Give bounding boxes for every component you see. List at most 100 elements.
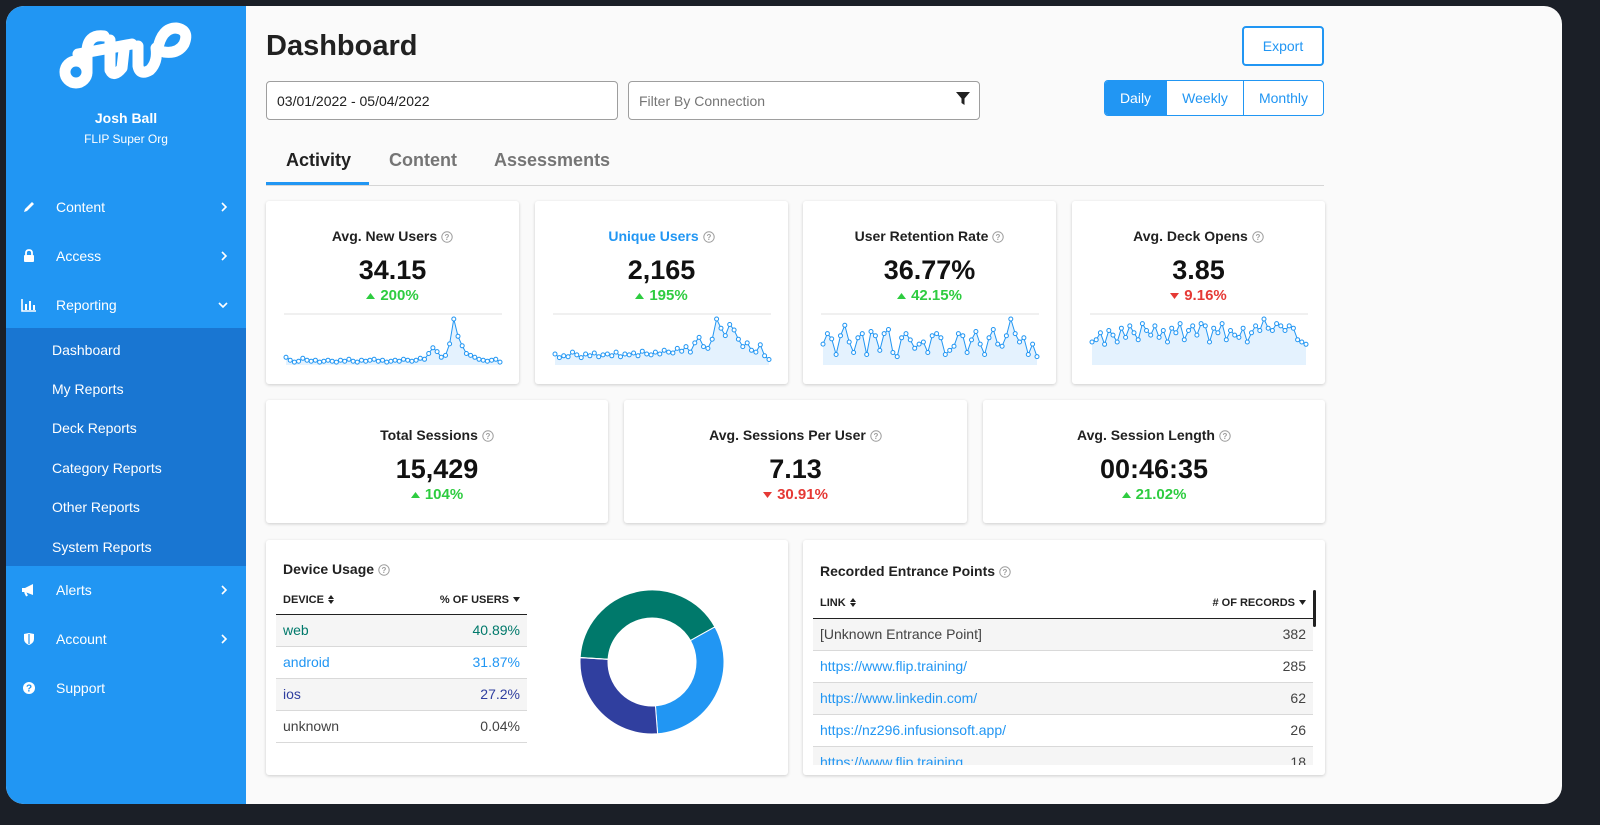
sparkline-point xyxy=(982,352,988,357)
submenu-item-dashboard[interactable]: Dashboard xyxy=(52,342,121,358)
period-monthly-button[interactable]: Monthly xyxy=(1258,90,1309,106)
column-header-device[interactable]: DEVICE xyxy=(276,586,384,615)
flip-logo xyxy=(59,22,192,89)
sparkline-point xyxy=(1219,321,1225,327)
sidebar-item-content[interactable]: Content xyxy=(6,185,246,229)
table-scrollbar[interactable] xyxy=(1313,590,1316,627)
stat-value: 2,165 xyxy=(627,255,696,285)
help-icon[interactable]: ? xyxy=(999,565,1011,581)
donut-slice-web[interactable] xyxy=(579,589,716,660)
sparkline-point xyxy=(872,333,878,339)
table-row: https://www.flip.training/285 xyxy=(813,650,1313,683)
sparkline-point xyxy=(1102,341,1108,347)
submenu-item-system-reports[interactable]: System Reports xyxy=(52,539,152,555)
sparkline-point xyxy=(1253,323,1259,329)
sparkline-point xyxy=(1236,334,1242,340)
tab-activity[interactable]: Activity xyxy=(286,150,352,170)
entrance-link[interactable]: https://www.flip.training/ xyxy=(813,650,1139,683)
donut-slice-unknown[interactable] xyxy=(579,656,609,660)
arrow-up-icon xyxy=(410,491,420,498)
period-weekly-button[interactable]: Weekly xyxy=(1167,81,1244,115)
sparkline-point xyxy=(986,335,992,341)
filter-icon[interactable] xyxy=(956,92,970,111)
entrance-link[interactable]: https://nz296.infusionsoft.app/ xyxy=(813,714,1139,747)
column-header-label: # OF RECORDS xyxy=(1212,596,1295,609)
donut-slice-ios[interactable] xyxy=(579,657,659,735)
sidebar-item-alerts[interactable]: Alerts xyxy=(6,568,246,612)
device-name: web xyxy=(276,614,384,647)
date-range-input[interactable] xyxy=(266,81,618,120)
submenu-item-other-reports[interactable]: Other Reports xyxy=(52,499,140,515)
help-icon[interactable]: ? xyxy=(378,563,390,579)
sparkline-point xyxy=(851,350,857,355)
stat-card-total-sessions: Total Sessions? 15,429 104% xyxy=(266,400,608,523)
entrance-link[interactable]: https://www.linkedin.com/ xyxy=(813,682,1139,715)
tab-assessments[interactable]: Assessments xyxy=(494,150,611,170)
sparkline-point xyxy=(1089,339,1095,345)
chevron-down-icon xyxy=(218,301,228,309)
connection-filter-input[interactable] xyxy=(628,81,980,120)
sparkline-point xyxy=(329,358,335,364)
column-header-records[interactable]: # OF RECORDS xyxy=(1138,588,1313,619)
sparkline-point xyxy=(859,331,865,337)
entrance-link[interactable]: https://www.flip.training xyxy=(813,746,1139,765)
sidebar-item-label: Reporting xyxy=(56,297,117,313)
column-header-link[interactable]: LINK xyxy=(813,588,1139,619)
sparkline-point xyxy=(405,357,411,363)
sparkline-point xyxy=(846,339,852,345)
sparkline-point xyxy=(493,356,499,362)
stat-value: 36.77% xyxy=(883,255,976,285)
sparkline-point xyxy=(868,329,874,334)
sparkline-point xyxy=(604,351,610,357)
sidebar-item-support[interactable]: ? Support xyxy=(6,666,246,710)
submenu-item-my-reports[interactable]: My Reports xyxy=(52,381,124,397)
stat-change: 21.02% xyxy=(983,486,1325,503)
stat-label[interactable]: Unique Users xyxy=(608,228,699,244)
help-icon[interactable]: ? xyxy=(482,429,494,445)
sparkline-point xyxy=(829,336,835,342)
sparkline-point xyxy=(1282,328,1288,333)
entrance-points-card: Recorded Entrance Points? LINK # OF RECO… xyxy=(803,540,1325,775)
sparkline-point xyxy=(430,345,436,351)
sparkline-point xyxy=(1152,323,1158,329)
device-pct: 0.04% xyxy=(383,710,527,743)
sparkline-point xyxy=(718,325,724,331)
period-daily-button[interactable]: Daily xyxy=(1105,81,1167,115)
export-button[interactable]: Export xyxy=(1242,26,1324,66)
sparkline-point xyxy=(990,327,996,332)
help-icon[interactable]: ? xyxy=(702,230,715,246)
sparkline-point xyxy=(912,345,918,351)
sparkline-point xyxy=(375,358,381,364)
help-icon[interactable]: ? xyxy=(870,429,882,445)
bar-chart-icon xyxy=(20,298,38,312)
tab-content[interactable]: Content xyxy=(389,150,457,170)
sparkline-point xyxy=(687,349,693,355)
sparkline-point xyxy=(622,351,628,357)
device-usage-card: Device Usage? DEVICE % OF USERS web 40.89… xyxy=(266,540,788,775)
stat-card-sessions-per-user: Avg. Sessions Per User? 7.13 30.91% xyxy=(624,400,967,523)
sparkline-point xyxy=(1223,337,1229,343)
submenu-item-category-reports[interactable]: Category Reports xyxy=(52,460,162,476)
sparkline-point xyxy=(1299,339,1305,345)
sidebar-item-access[interactable]: Access xyxy=(6,234,246,278)
help-icon[interactable]: ? xyxy=(1219,429,1231,445)
donut-slice-android[interactable] xyxy=(654,626,725,735)
entrance-table-scroll[interactable]: LINK # OF RECORDS [Unknown Entrance Poin… xyxy=(813,588,1316,765)
device-pct: 40.89% xyxy=(383,614,527,647)
help-icon[interactable]: ? xyxy=(1252,230,1264,246)
user-name: Josh Ball xyxy=(94,110,158,126)
help-icon[interactable]: ? xyxy=(441,230,453,246)
stat-label: Avg. New Users xyxy=(331,228,438,244)
sparkline-point xyxy=(1173,330,1179,336)
submenu-item-deck-reports[interactable]: Deck Reports xyxy=(52,420,137,436)
sidebar-item-reporting[interactable]: Reporting xyxy=(6,283,246,327)
column-header-pct-users[interactable]: % OF USERS xyxy=(383,586,527,615)
sparkline-point xyxy=(820,341,826,347)
sparkline-point xyxy=(363,358,369,364)
sparkline-point xyxy=(443,352,448,358)
sidebar-item-account[interactable]: Account xyxy=(6,617,246,661)
sparkline-point xyxy=(753,349,759,355)
help-icon[interactable]: ? xyxy=(992,230,1005,246)
stat-change-value: 9.16% xyxy=(1184,287,1227,304)
sparkline-point xyxy=(480,357,486,363)
